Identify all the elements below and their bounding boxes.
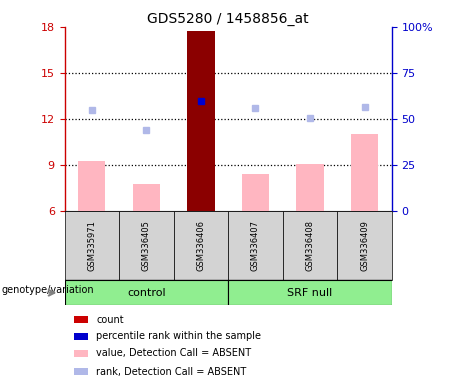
Text: SRF null: SRF null [287, 288, 333, 298]
Bar [337, 211, 392, 280]
Text: GSM336409: GSM336409 [360, 220, 369, 271]
Title: GDS5280 / 1458856_at: GDS5280 / 1458856_at [148, 12, 309, 26]
Bar [228, 280, 392, 305]
Text: GSM336405: GSM336405 [142, 220, 151, 271]
Text: genotype/variation: genotype/variation [1, 285, 94, 295]
Bar [74, 333, 88, 340]
Bar [187, 31, 214, 211]
Bar [65, 211, 119, 280]
Text: count: count [96, 315, 124, 325]
Bar [133, 184, 160, 211]
Bar [351, 134, 378, 211]
Text: GSM335971: GSM335971 [87, 220, 96, 271]
Text: control: control [127, 288, 165, 298]
Bar [296, 164, 324, 211]
Bar [242, 174, 269, 211]
Text: rank, Detection Call = ABSENT: rank, Detection Call = ABSENT [96, 367, 246, 377]
Bar [174, 211, 228, 280]
Bar [283, 211, 337, 280]
Text: GSM336406: GSM336406 [196, 220, 206, 271]
Bar [65, 280, 228, 305]
Bar [119, 211, 174, 280]
Bar [74, 368, 88, 375]
Bar [74, 316, 88, 323]
Text: value, Detection Call = ABSENT: value, Detection Call = ABSENT [96, 348, 251, 358]
Bar [228, 211, 283, 280]
Bar [74, 349, 88, 357]
Bar [78, 161, 106, 211]
Text: GSM336408: GSM336408 [306, 220, 314, 271]
Text: GSM336407: GSM336407 [251, 220, 260, 271]
Text: percentile rank within the sample: percentile rank within the sample [96, 331, 261, 341]
